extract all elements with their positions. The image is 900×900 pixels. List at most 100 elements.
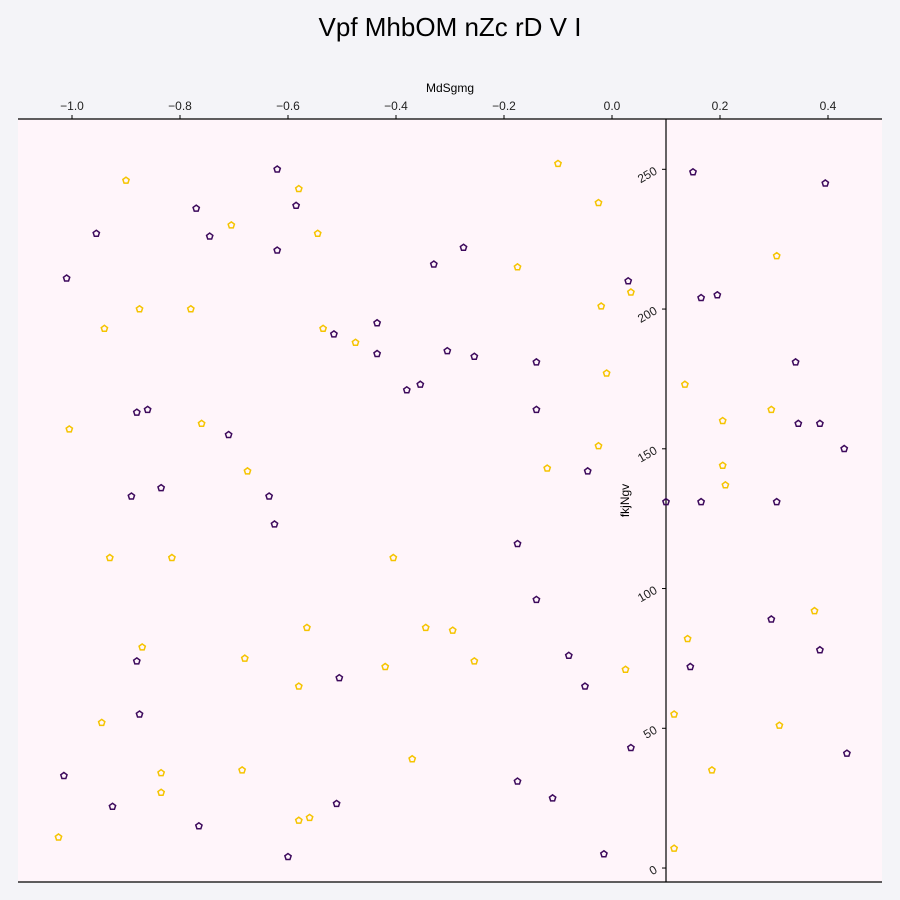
data-point xyxy=(767,615,776,623)
data-point xyxy=(626,288,635,296)
data-point xyxy=(135,710,144,718)
data-point xyxy=(594,198,603,207)
data-point xyxy=(313,229,322,238)
data-point xyxy=(240,654,249,662)
data-point xyxy=(697,497,706,506)
data-point xyxy=(294,682,303,690)
x-tick-label: −0.8 xyxy=(168,99,192,113)
data-point xyxy=(815,419,824,428)
data-point xyxy=(810,606,819,615)
data-point xyxy=(294,184,303,193)
data-point xyxy=(815,645,824,654)
data-point xyxy=(670,844,679,852)
x-tick-label: 0.0 xyxy=(604,99,621,113)
data-point xyxy=(283,852,293,861)
data-point xyxy=(553,159,563,168)
x-tick-label: −0.2 xyxy=(492,99,516,113)
data-point xyxy=(513,539,522,548)
x-tick-label: −0.6 xyxy=(276,99,300,113)
data-point xyxy=(135,304,144,313)
data-point xyxy=(205,232,214,240)
data-point xyxy=(626,743,635,752)
data-point xyxy=(564,651,573,660)
data-point xyxy=(167,553,176,562)
data-point xyxy=(65,425,74,433)
data-point xyxy=(132,656,141,665)
data-point xyxy=(389,553,398,562)
data-point xyxy=(775,721,784,729)
x-tick-label: −1.0 xyxy=(60,99,84,113)
data-point xyxy=(238,765,247,774)
data-point xyxy=(132,408,141,416)
y-axis-label: fkjNgv xyxy=(618,484,632,517)
plot-area xyxy=(18,119,882,882)
data-point xyxy=(470,656,479,665)
data-point xyxy=(718,416,727,425)
data-point xyxy=(270,520,279,528)
data-point xyxy=(594,441,603,450)
data-point xyxy=(62,274,71,282)
data-point xyxy=(243,466,252,475)
data-point xyxy=(621,665,630,674)
data-point xyxy=(697,293,706,302)
x-tick-label: −0.4 xyxy=(384,99,408,113)
data-point xyxy=(127,492,136,500)
data-point xyxy=(108,802,117,810)
data-point xyxy=(842,749,851,757)
data-point xyxy=(713,290,722,299)
x-axis-label: MdSgmg xyxy=(426,81,474,95)
data-point xyxy=(224,430,233,439)
data-point xyxy=(597,302,606,310)
data-point xyxy=(680,380,689,388)
y-tick-label: 50 xyxy=(641,723,660,742)
data-point xyxy=(121,176,131,184)
data-point xyxy=(100,324,109,333)
data-point xyxy=(548,793,557,802)
data-point xyxy=(686,662,695,671)
data-point xyxy=(157,483,166,492)
data-point xyxy=(707,765,716,774)
data-point xyxy=(794,419,803,428)
data-point xyxy=(791,357,800,366)
data-point xyxy=(532,595,541,604)
data-point xyxy=(513,777,522,785)
data-point xyxy=(602,369,611,377)
data-point xyxy=(443,346,452,355)
data-point xyxy=(532,405,541,414)
data-point xyxy=(143,405,152,414)
chart-title: Vpf MhbOM nZc rD V I xyxy=(319,12,582,42)
data-point xyxy=(580,682,590,690)
data-point xyxy=(329,329,338,338)
data-point xyxy=(772,251,781,260)
data-point xyxy=(683,634,692,643)
data-point xyxy=(532,357,541,366)
data-point xyxy=(583,466,592,475)
data-point xyxy=(192,204,201,212)
data-point xyxy=(305,813,314,822)
data-point xyxy=(97,718,106,727)
data-point xyxy=(459,243,468,251)
data-point xyxy=(599,849,608,858)
data-point xyxy=(138,643,147,651)
data-point xyxy=(429,260,438,268)
data-point xyxy=(197,419,206,428)
data-point xyxy=(294,816,303,824)
data-point xyxy=(381,662,390,671)
data-point xyxy=(408,754,417,763)
data-point xyxy=(227,220,236,229)
data-point xyxy=(772,497,781,506)
data-point xyxy=(59,771,68,780)
data-point xyxy=(186,304,195,313)
data-point xyxy=(157,768,166,777)
data-point xyxy=(373,349,382,358)
data-point xyxy=(351,338,360,347)
data-point xyxy=(624,276,633,285)
data-point xyxy=(840,444,849,453)
data-point xyxy=(767,405,776,414)
data-point xyxy=(335,673,344,682)
data-point xyxy=(194,821,203,830)
data-point xyxy=(688,167,698,176)
data-point xyxy=(273,165,282,173)
data-point xyxy=(470,352,479,360)
